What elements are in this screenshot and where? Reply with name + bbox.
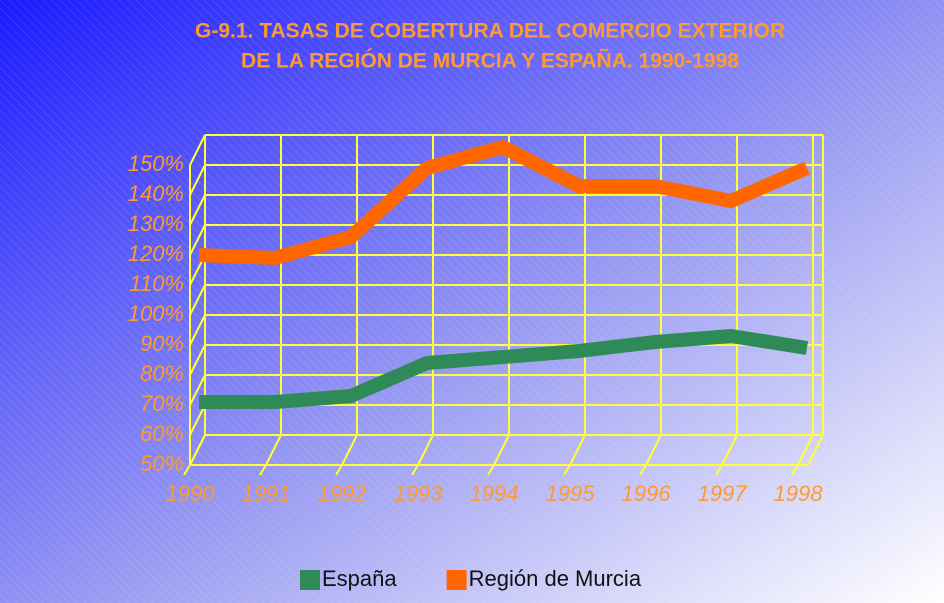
x-tick-label: 1998 — [774, 481, 824, 506]
x-tick-label: 1996 — [622, 481, 672, 506]
x-tick-label: 1992 — [318, 481, 367, 506]
floor-line — [721, 434, 738, 466]
x-tick — [487, 464, 495, 476]
y-tick-label: 70% — [140, 391, 184, 416]
chart-title: G-9.1. TASAS DE COBERTURA DEL COMERCIO E… — [195, 20, 785, 43]
x-tick — [411, 464, 419, 476]
y-tick-label: 150% — [128, 151, 184, 176]
side-grid-line — [189, 374, 206, 406]
y-tick-label: 100% — [128, 301, 184, 326]
side-grid-line — [189, 404, 206, 436]
x-tick — [183, 464, 191, 476]
series-line — [199, 329, 809, 409]
legend-label: España — [322, 566, 397, 591]
chart-subtitle: DE LA REGIÓN DE MURCIA Y ESPAÑA. 1990-19… — [241, 49, 739, 73]
x-tick — [563, 464, 571, 476]
side-grid-line — [189, 344, 206, 376]
x-tick-label: 1997 — [698, 481, 748, 506]
y-tick-label: 60% — [140, 421, 184, 446]
x-tick-label: 1990 — [166, 481, 216, 506]
side-grid-line — [189, 284, 206, 316]
side-grid-line — [189, 134, 206, 166]
floor-line — [189, 434, 206, 466]
x-tick-label: 1994 — [470, 481, 519, 506]
floor-line — [797, 434, 814, 466]
x-tick-label: 1995 — [546, 481, 596, 506]
x-tick-label: 1991 — [242, 481, 291, 506]
side-grid-line — [189, 194, 206, 226]
side-grid-line — [189, 164, 206, 196]
y-tick-label: 50% — [140, 451, 184, 476]
y-tick-label: 130% — [128, 211, 184, 236]
y-tick-label: 80% — [140, 361, 184, 386]
x-tick — [335, 464, 343, 476]
x-tick — [259, 464, 267, 476]
x-tick-label: 1993 — [394, 481, 444, 506]
legend-swatch — [300, 570, 320, 590]
y-tick-label: 90% — [140, 331, 184, 356]
floor-line — [417, 434, 434, 466]
x-tick — [639, 464, 647, 476]
y-tick-label: 140% — [128, 181, 184, 206]
x-tick — [715, 464, 723, 476]
floor-edge — [807, 434, 824, 466]
side-grid-line — [189, 224, 206, 256]
y-tick-label: 110% — [129, 271, 184, 296]
series-line — [198, 140, 810, 265]
floor-line — [493, 434, 510, 466]
side-grid-line — [189, 314, 206, 346]
floor-line — [341, 434, 358, 466]
legend-label: Región de Murcia — [469, 566, 642, 591]
floor-line — [645, 434, 662, 466]
x-tick — [791, 464, 799, 476]
floor-line — [569, 434, 586, 466]
legend-swatch — [446, 570, 467, 590]
floor-line — [265, 434, 282, 466]
y-tick-label: 120% — [128, 241, 184, 266]
